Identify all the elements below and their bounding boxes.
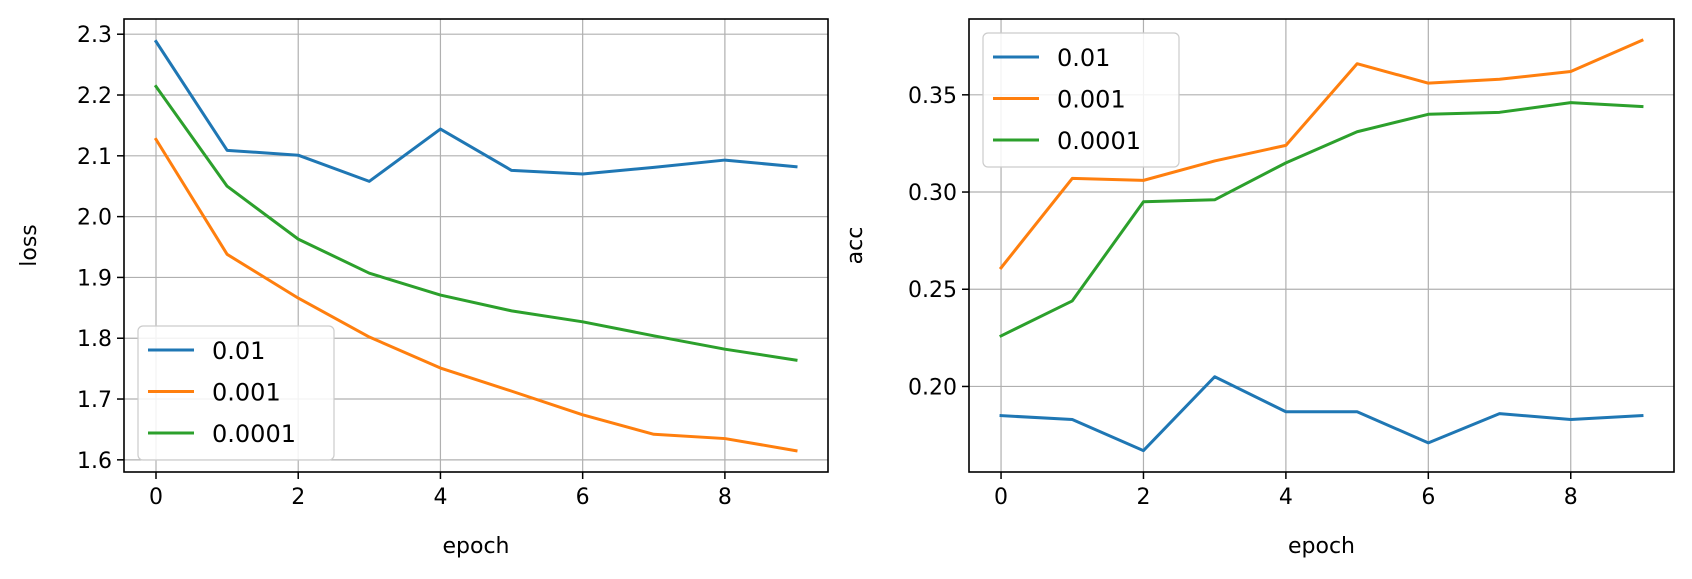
loss-y-tick-label: 1.6 [77, 449, 112, 474]
loss-y-tick-label: 1.9 [77, 266, 112, 291]
acc-plot-frame [968, 18, 1675, 473]
acc-legend: 0.01 0.001 0.0001 [982, 32, 1180, 168]
acc-x-tick-label: 4 [1279, 485, 1293, 510]
loss-x-tick-label: 8 [718, 485, 732, 510]
acc-x-tick-label: 0 [994, 485, 1008, 510]
acc-series-line-0.001 [998, 38, 1644, 270]
loss-y-tick-label: 2.1 [77, 145, 112, 170]
loss-legend-box [137, 325, 335, 461]
loss-y-tick-label: 2.2 [77, 84, 112, 109]
loss-legend-label: 0.01 [212, 337, 265, 365]
loss-legend: 0.01 0.001 0.0001 [137, 325, 335, 461]
loss-chart: 0 2 4 6 8 1.6 1.7 1.8 1.9 2.0 2.1 2.2 2.3 epoch loss 0.… [17, 18, 829, 559]
loss-legend-label: 0.001 [212, 379, 281, 407]
loss-series-line-0.0001 [153, 84, 798, 362]
acc-legend-label: 0.0001 [1057, 127, 1141, 155]
loss-series-line-0.01 [153, 39, 798, 183]
acc-x-axis-label: epoch [1288, 534, 1355, 559]
loss-y-tick-label: 2.3 [77, 23, 112, 48]
loss-series-line-0.001 [153, 137, 798, 453]
loss-x-tick-label: 6 [576, 485, 590, 510]
acc-series-line-0.0001 [999, 101, 1644, 338]
loss-x-tick-label: 2 [291, 485, 305, 510]
acc-y-tick-label: 0.35 [908, 84, 957, 109]
acc-series-line-0.01 [999, 375, 1644, 453]
acc-y-tick-label: 0.20 [908, 375, 957, 400]
loss-x-tick-label: 4 [433, 485, 447, 510]
accuracy-chart: 0 2 4 6 80.200.250.300.35epochacc0.010.0010.… [843, 18, 1675, 559]
loss-y-tick-label: 1.7 [77, 388, 112, 413]
loss-legend-label: 0.0001 [212, 420, 296, 448]
loss-y-tick-label: 1.8 [77, 327, 112, 352]
loss-x-tick-label: 0 [149, 485, 163, 510]
acc-x-tick-label: 6 [1421, 485, 1435, 510]
acc-y-tick-label: 0.30 [908, 181, 957, 206]
acc-x-tick-label: 8 [1564, 485, 1578, 510]
acc-legend-label: 0.001 [1057, 86, 1126, 114]
loss-plot-frame [123, 18, 829, 473]
acc-y-axis-label: acc [843, 227, 868, 265]
loss-x-axis-label: epoch [443, 534, 510, 559]
acc-legend-label: 0.01 [1057, 44, 1110, 72]
acc-legend-box [982, 32, 1180, 168]
acc-x-tick-label: 2 [1136, 485, 1150, 510]
loss-y-axis-label: loss [17, 224, 42, 267]
loss-y-tick-label: 2.0 [77, 206, 112, 231]
acc-y-tick-label: 0.25 [908, 278, 957, 303]
